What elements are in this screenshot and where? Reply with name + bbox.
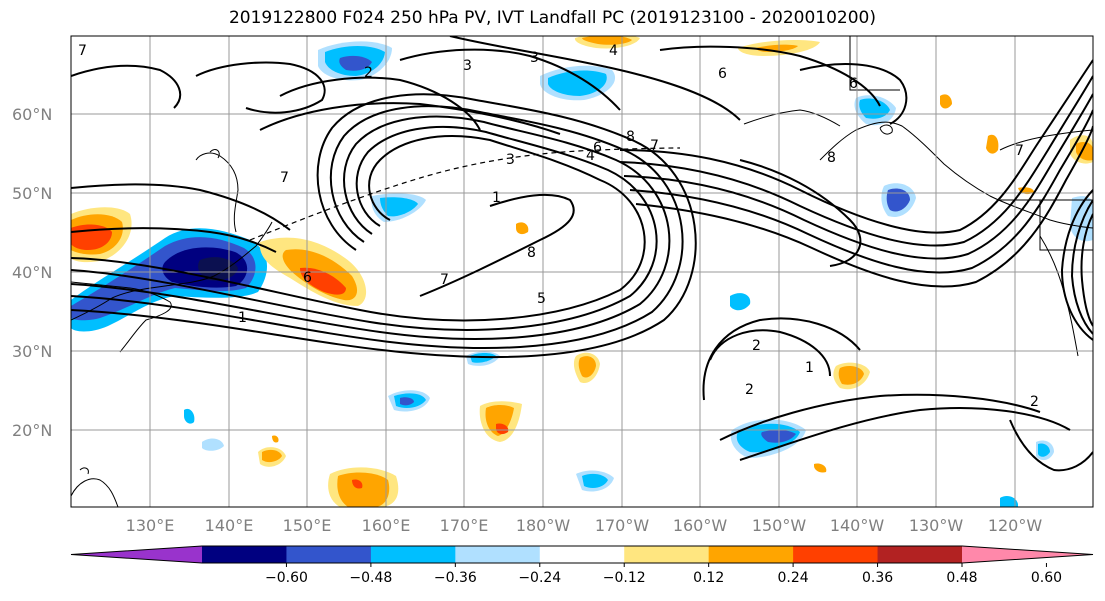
- colorbar-segment: [624, 546, 710, 563]
- colorbar-tick-label: −0.12: [603, 570, 646, 586]
- contour-label: 6: [593, 140, 602, 156]
- colorbar-tick-label: 0.60: [1031, 570, 1062, 586]
- colorbar: −0.60 −0.48 −0.36 −0.24 −0.12 0.12 0.24 0.36 0.4…: [70, 545, 1094, 586]
- contour-label: 7: [650, 138, 659, 154]
- lat-label: 40°N: [12, 263, 52, 282]
- lon-label: 150°E: [283, 516, 332, 535]
- lon-label: 170°W: [595, 516, 650, 535]
- contour-label: 5: [537, 291, 546, 307]
- contour-label: 7: [1015, 143, 1024, 159]
- contour-label: 3: [463, 58, 472, 74]
- trajectory-dashed-line: [249, 147, 681, 241]
- longitude-axis: 130°E 140°E 150°E 160°E 170°E 180°W 170°…: [126, 516, 1043, 535]
- colorbar-segment: [708, 546, 794, 563]
- colorbar-tick-label: −0.24: [518, 570, 561, 586]
- colorbar-segment: [877, 546, 963, 563]
- colorbar-tick-label: −0.48: [349, 570, 392, 586]
- map-frame: [70, 35, 1094, 508]
- lat-label: 30°N: [12, 342, 52, 361]
- lon-label: 140°E: [205, 516, 254, 535]
- lon-label: 130°E: [126, 516, 175, 535]
- contour-label: 3: [530, 50, 539, 66]
- lon-label: 130°W: [909, 516, 964, 535]
- colorbar-segment: [286, 546, 372, 563]
- contour-label: 4: [609, 43, 618, 59]
- lat-label: 50°N: [12, 184, 52, 203]
- contour-label: 7: [78, 43, 87, 59]
- pv-shading: [71, 36, 1093, 507]
- contour-label: 6: [303, 270, 312, 286]
- lon-label: 140°W: [830, 516, 885, 535]
- colorbar-segment: [539, 546, 625, 563]
- lon-label: 160°W: [673, 516, 728, 535]
- colorbar-tick-label: 0.36: [862, 570, 893, 586]
- contour-label: 6: [718, 66, 727, 82]
- contour-label: 2: [364, 65, 373, 81]
- lon-label: 120°W: [988, 516, 1043, 535]
- colorbar-segment: [370, 546, 456, 563]
- contour-labels: 3 3 2 4 6 6 8 7 3 6 4 8 7 1 8 7 6 5 1 7 …: [78, 43, 1039, 410]
- contour-label: 7: [440, 272, 449, 288]
- contour-label: 3: [506, 152, 515, 168]
- contour-label: 8: [827, 150, 836, 166]
- colorbar-tick-label: 0.48: [946, 570, 977, 586]
- lon-label: 160°E: [362, 516, 411, 535]
- lon-label: 170°E: [440, 516, 489, 535]
- graticule: [71, 36, 1093, 507]
- colorbar-segment: [455, 546, 541, 563]
- colorbar-segment: [202, 546, 287, 563]
- colorbar-outline: [70, 545, 1094, 564]
- colorbar-tick-label: 0.24: [778, 570, 809, 586]
- lon-label: 150°W: [752, 516, 807, 535]
- contour-label: 1: [238, 310, 247, 326]
- contour-label: 1: [492, 190, 501, 206]
- colorbar-extend-low: [71, 546, 202, 563]
- contour-label: 7: [280, 170, 289, 186]
- lon-label: 180°W: [516, 516, 571, 535]
- colorbar-tick-label: −0.36: [434, 570, 477, 586]
- contour-label: 2: [752, 338, 761, 354]
- contour-label: 8: [527, 245, 536, 261]
- contour-label: 1: [805, 360, 814, 376]
- contour-label: 8: [626, 129, 635, 145]
- contour-label: 4: [586, 148, 595, 164]
- latitude-axis: 60°N 50°N 40°N 30°N 20°N: [12, 105, 52, 440]
- lat-label: 20°N: [12, 421, 52, 440]
- colorbar-tick-label: −0.60: [265, 570, 308, 586]
- contour-label: 6: [849, 76, 858, 92]
- contour-label: 2: [1030, 394, 1039, 410]
- chart-title: 2019122800 F024 250 hPa PV, IVT Landfall…: [228, 8, 876, 28]
- colorbar-segment: [793, 546, 879, 563]
- colorbar-extend-high: [962, 546, 1093, 563]
- lat-label: 60°N: [12, 105, 52, 124]
- pv-contours: [71, 36, 1093, 472]
- colorbar-tick-label: 0.12: [693, 570, 724, 586]
- contour-label: 2: [745, 382, 754, 398]
